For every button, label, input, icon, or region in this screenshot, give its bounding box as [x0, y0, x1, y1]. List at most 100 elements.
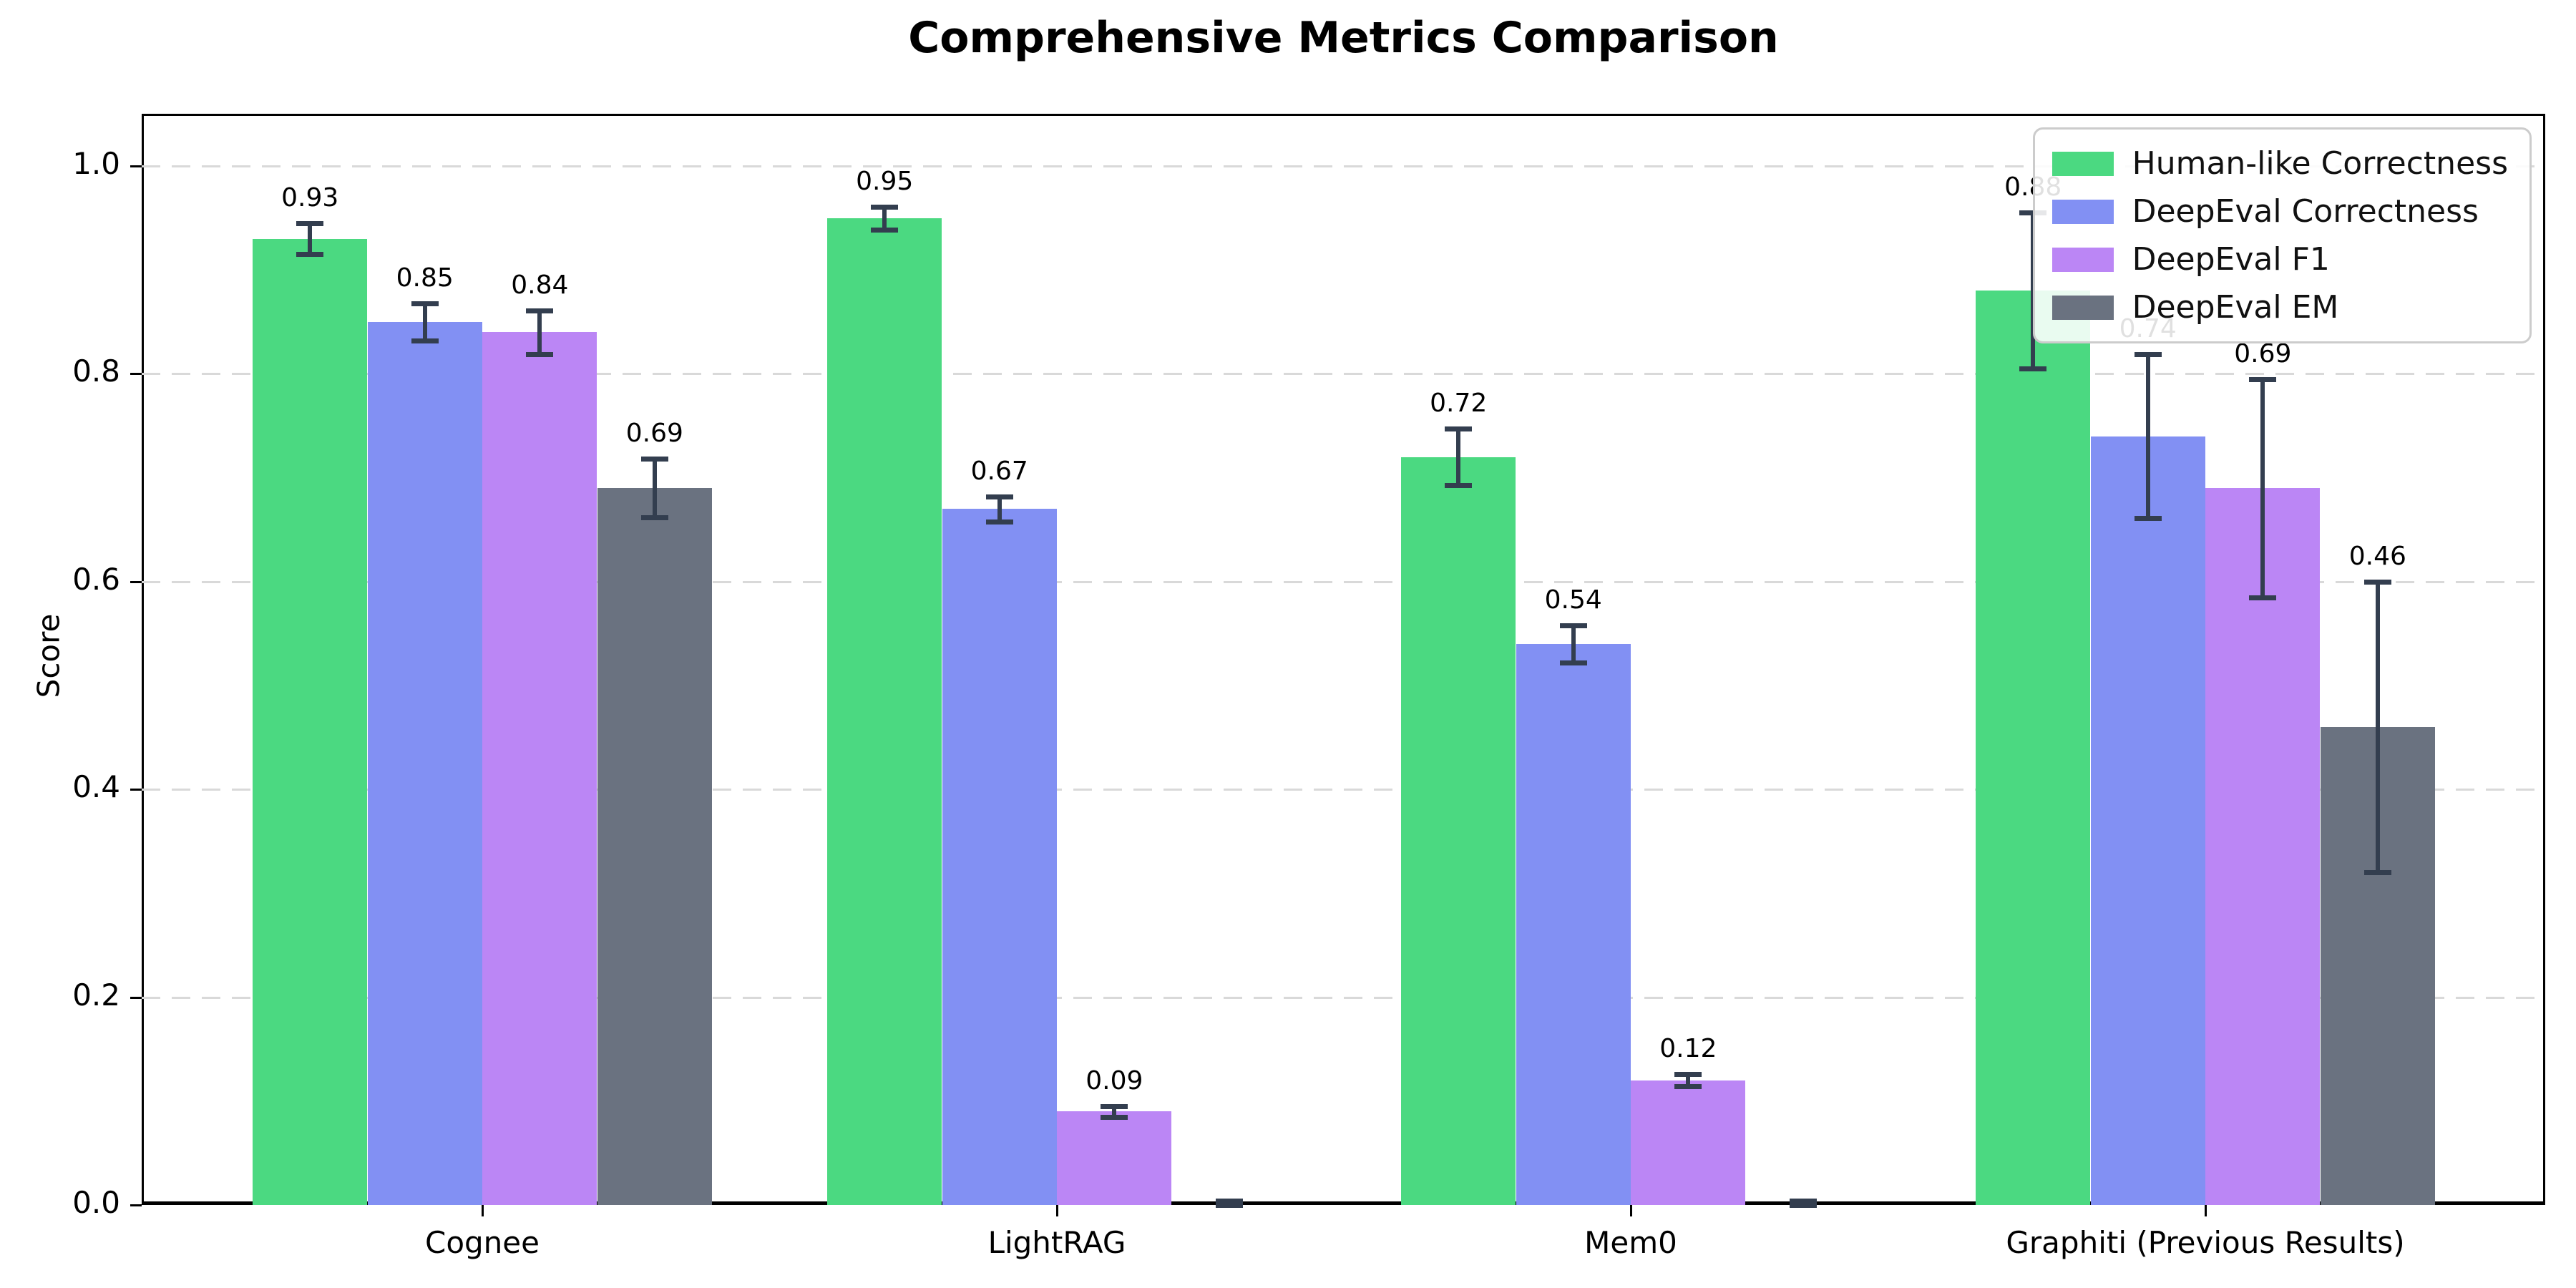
error-bar: [1571, 625, 1576, 663]
y-axis-tick: [130, 373, 142, 376]
x-axis-tick: [2205, 1205, 2207, 1216]
bar-value-label: 0.12: [1659, 1034, 1717, 1064]
bar-value-label: 0.84: [511, 270, 569, 300]
error-bar-cap: [2019, 366, 2047, 372]
error-bar-cap: [871, 204, 899, 210]
error-bar-cap: [2134, 516, 2162, 522]
y-tick-label: 0.6: [72, 561, 120, 597]
x-tick-label: Cognee: [425, 1225, 540, 1260]
error-bar: [2260, 379, 2265, 597]
error-bar-cap: [1559, 660, 1587, 666]
error-bar-cap: [1789, 1199, 1817, 1204]
gridline: [142, 373, 2545, 376]
gridline: [142, 165, 2545, 167]
bar: [942, 509, 1057, 1205]
y-axis-tick: [130, 165, 142, 167]
error-bar-cap: [1101, 1104, 1128, 1110]
error-bar-cap: [411, 338, 439, 343]
error-bar: [1456, 429, 1461, 485]
x-axis-tick: [482, 1205, 484, 1216]
gridline: [142, 996, 2545, 999]
chart-title: Comprehensive Metrics Comparison: [908, 13, 1779, 63]
error-bar: [652, 459, 657, 517]
bar: [2090, 436, 2205, 1205]
error-bar: [1112, 1106, 1117, 1117]
bar: [597, 488, 712, 1205]
y-tick-label: 0.4: [72, 769, 120, 805]
y-tick-label: 0.2: [72, 977, 120, 1013]
error-bar-cap: [2249, 595, 2277, 600]
error-bar-cap: [2363, 870, 2391, 876]
legend-item: Human-like Correctness: [2051, 145, 2508, 182]
error-bar-cap: [985, 494, 1013, 499]
bar-value-label: 0.54: [1544, 585, 1602, 615]
error-bar-cap: [1215, 1203, 1243, 1208]
error-bar-cap: [526, 308, 554, 313]
error-bar-cap: [296, 220, 324, 226]
bar: [827, 218, 942, 1205]
x-axis-tick: [1056, 1205, 1058, 1216]
error-bar: [1686, 1074, 1691, 1087]
x-tick-label: LightRAG: [987, 1225, 1126, 1260]
bar: [367, 321, 482, 1205]
bar: [253, 238, 368, 1205]
legend-swatch: [2051, 295, 2114, 320]
error-bar-cap: [296, 252, 324, 258]
legend: Human-like Correctness DeepEval Correctne…: [2032, 127, 2532, 343]
bar-value-label: 0.93: [281, 182, 339, 213]
error-bar: [2375, 581, 2380, 873]
bar: [1401, 457, 1516, 1205]
x-tick-label: Mem0: [1584, 1225, 1677, 1260]
y-axis-tick: [130, 1204, 142, 1206]
bar-value-label: 0.69: [2234, 338, 2292, 369]
error-bar: [537, 310, 542, 354]
x-axis-tick: [1630, 1205, 1632, 1216]
bar: [1516, 643, 1631, 1205]
error-bar-cap: [2363, 579, 2391, 585]
error-bar-cap: [1674, 1084, 1702, 1090]
bar-value-label: 0.95: [856, 166, 914, 196]
legend-swatch: [2051, 247, 2114, 272]
bar: [1976, 291, 2091, 1205]
error-bar-cap: [1101, 1114, 1128, 1120]
error-bar-cap: [1215, 1199, 1243, 1204]
error-bar-cap: [2134, 351, 2162, 357]
gridline: [142, 580, 2545, 583]
error-bar: [422, 303, 427, 341]
y-tick-label: 0.8: [72, 353, 120, 389]
error-bar-cap: [985, 519, 1013, 525]
y-axis-tick: [130, 789, 142, 791]
error-bar: [997, 496, 1002, 522]
legend-item: DeepEval F1: [2051, 241, 2508, 278]
error-bar-cap: [640, 457, 668, 462]
bar: [1057, 1111, 1172, 1205]
bar-value-label: 0.72: [1430, 389, 1488, 419]
bar-value-label: 0.67: [970, 456, 1028, 486]
error-bar-cap: [1674, 1072, 1702, 1078]
bar-value-label: 0.85: [396, 263, 454, 293]
error-bar-cap: [871, 227, 899, 233]
bar-value-label: 0.09: [1085, 1066, 1143, 1096]
legend-label: Human-like Correctness: [2132, 145, 2508, 182]
gridline: [142, 789, 2545, 791]
error-bar-cap: [1789, 1203, 1817, 1208]
legend-item: DeepEval Correctness: [2051, 193, 2508, 230]
legend-label: DeepEval F1: [2132, 241, 2330, 278]
x-tick-label: Graphiti (Previous Results): [2006, 1225, 2405, 1260]
error-bar-cap: [2249, 376, 2277, 382]
legend-label: DeepEval EM: [2132, 289, 2339, 326]
bar: [1631, 1080, 1746, 1205]
error-bar-cap: [526, 351, 554, 357]
error-bar-cap: [1559, 623, 1587, 628]
y-tick-label: 1.0: [72, 146, 120, 181]
error-bar-cap: [640, 514, 668, 520]
y-axis-tick: [130, 580, 142, 583]
legend-swatch: [2051, 199, 2114, 224]
error-bar: [882, 206, 887, 230]
bar-value-label: 0.69: [625, 419, 683, 449]
legend-swatch: [2051, 151, 2114, 176]
plot-area: 0.930.950.720.880.850.670.540.740.840.09…: [142, 114, 2545, 1208]
error-bar-cap: [1445, 426, 1473, 432]
y-axis-label: Score: [31, 613, 67, 698]
